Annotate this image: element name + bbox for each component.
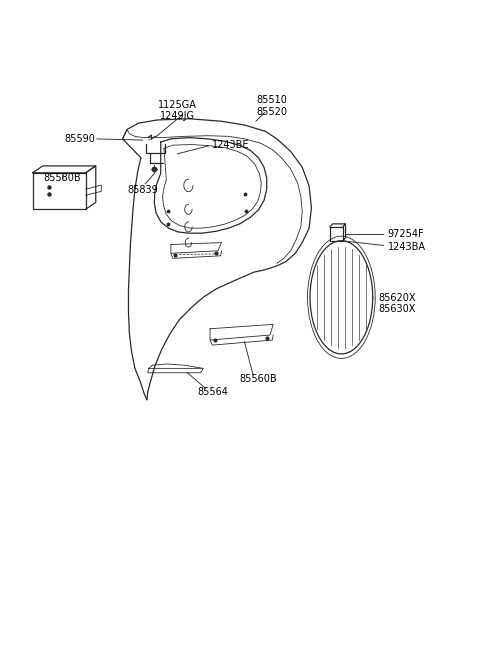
Text: 85510
85520: 85510 85520 (257, 96, 288, 117)
Text: 1125GA
1249JG: 1125GA 1249JG (158, 100, 197, 121)
Text: 85580B: 85580B (44, 173, 82, 183)
Text: 85560B: 85560B (240, 374, 277, 384)
Text: 85564: 85564 (197, 386, 228, 397)
Text: 97254F: 97254F (387, 229, 424, 240)
Text: 85590: 85590 (64, 134, 95, 144)
Text: 85839: 85839 (128, 185, 158, 195)
Text: 1243BA: 1243BA (387, 242, 425, 252)
Text: 1243BE: 1243BE (212, 140, 250, 150)
Text: 85620X
85630X: 85620X 85630X (378, 293, 416, 314)
